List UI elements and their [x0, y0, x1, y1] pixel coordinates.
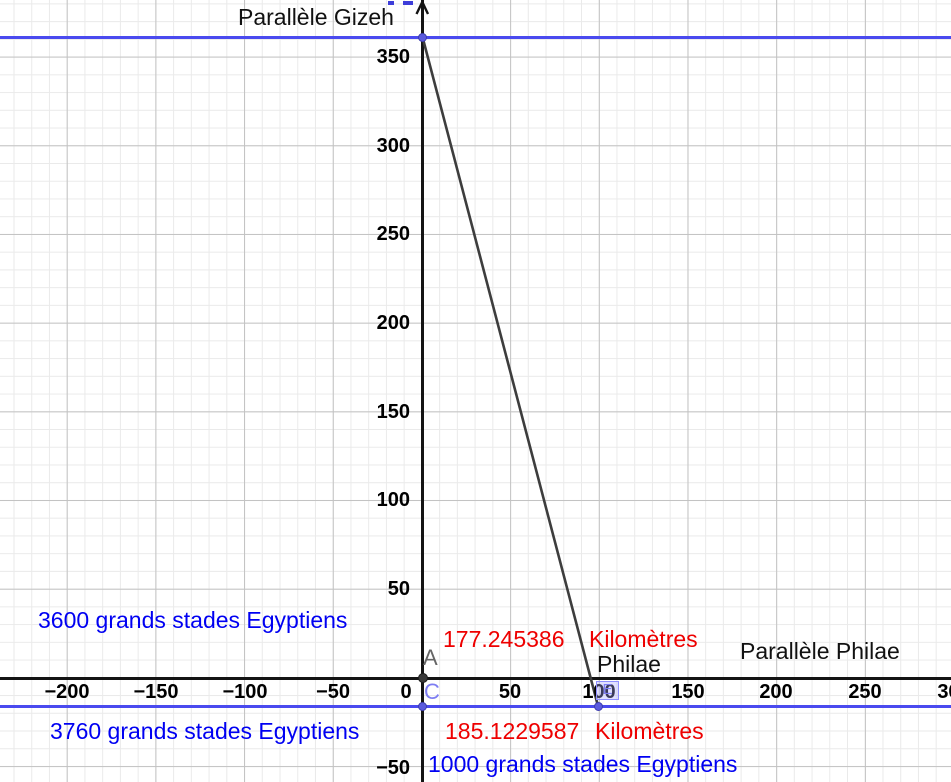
x-tick--100: −100: [222, 681, 268, 703]
gizeh-parallel-label[interactable]: Parallèle Gizeh: [238, 4, 394, 30]
y-tick-50: 50: [387, 578, 410, 600]
clipped-label-fragment: [403, 1, 413, 5]
y-tick-350: 350: [376, 46, 410, 68]
x-tick-250: 250: [848, 681, 882, 703]
y-tick-250: 250: [376, 223, 410, 245]
philae-city-label[interactable]: Philae: [597, 651, 661, 677]
x-tick--200: −200: [44, 681, 90, 703]
y-tick-200: 200: [376, 311, 410, 334]
gizeh-parallel-line[interactable]: [0, 35, 951, 39]
y-tick--50: −50: [376, 756, 410, 779]
point-e-label[interactable]: E: [596, 681, 619, 700]
point-c[interactable]: [418, 701, 427, 711]
x-tick-200: 200: [759, 681, 793, 703]
stades-gizeh-text[interactable]: 3600 grands stades Egyptiens: [38, 607, 348, 633]
x-tick--50: −50: [316, 681, 350, 703]
point-a[interactable]: [417, 673, 428, 683]
stades-difference-text[interactable]: 1000 grands stades Egyptiens: [428, 751, 738, 777]
distance-bottom-unit[interactable]: Kilomètres: [595, 718, 704, 744]
clipped-label-fragment: [388, 1, 394, 5]
point-e[interactable]: [593, 701, 603, 711]
x-tick-0: 0: [400, 681, 412, 703]
x-tick-100: 100: [582, 681, 616, 703]
point-a-label[interactable]: A: [423, 645, 438, 670]
stades-philae-text[interactable]: 3760 grands stades Egyptiens: [50, 718, 360, 744]
distance-top-value[interactable]: 177.245386: [443, 626, 565, 652]
y-axis-arrowhead-icon: [415, 0, 430, 15]
y-tick-150: 150: [376, 400, 410, 423]
x-axis: [0, 676, 951, 680]
gizeh-philae-segment[interactable]: [421, 36, 600, 707]
y-tick-300: 300: [376, 134, 410, 157]
philae-lower-parallel-line[interactable]: [0, 704, 951, 708]
distance-top-unit[interactable]: Kilomètres: [589, 626, 698, 652]
point-c-label[interactable]: C: [424, 679, 440, 704]
distance-bottom-value[interactable]: 185.1229587: [445, 718, 580, 744]
philae-parallel-label[interactable]: Parallèle Philae: [740, 638, 900, 664]
x-tick-50: 50: [498, 681, 522, 703]
x-tick--150: −150: [133, 681, 179, 703]
x-tick-300: 300: [937, 681, 951, 703]
point-gizeh-on-axis[interactable]: [418, 32, 427, 42]
y-axis: [421, 0, 424, 782]
x-tick-150: 150: [671, 681, 705, 703]
y-tick-100: 100: [376, 489, 410, 511]
